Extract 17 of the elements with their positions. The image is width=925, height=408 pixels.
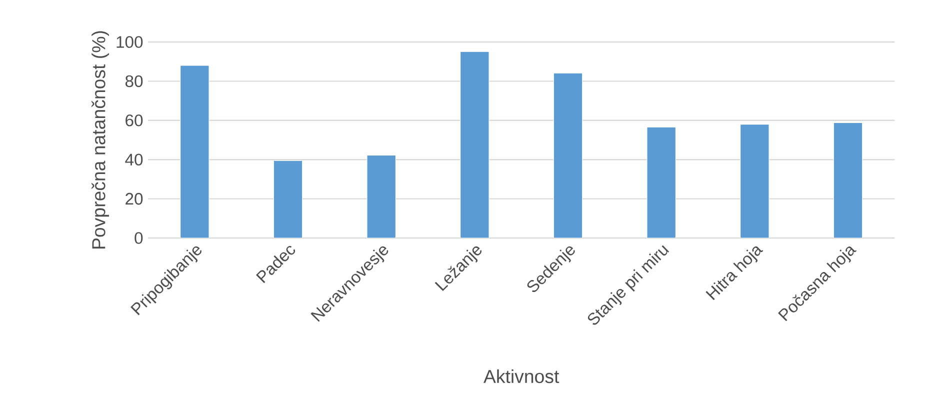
bar [833,122,863,238]
bar [740,124,770,238]
bar [460,51,490,238]
bar [273,160,303,238]
bar [366,155,396,238]
x-axis-title: Aktivnost [484,369,560,384]
bar [180,65,210,238]
bar [646,126,676,238]
y-tick-label: 0 [134,232,143,244]
y-axis-title: Povprečna natančnost (%) [92,31,109,248]
x-tick-label: Hitra hoja [706,246,764,300]
bar [553,72,583,238]
y-tick-label: 100 [116,36,143,48]
y-tick-label: 80 [125,75,143,88]
y-tick-label: 60 [126,114,143,126]
y-tick-label: 20 [126,192,143,205]
y-tick-label: 40 [125,154,143,166]
